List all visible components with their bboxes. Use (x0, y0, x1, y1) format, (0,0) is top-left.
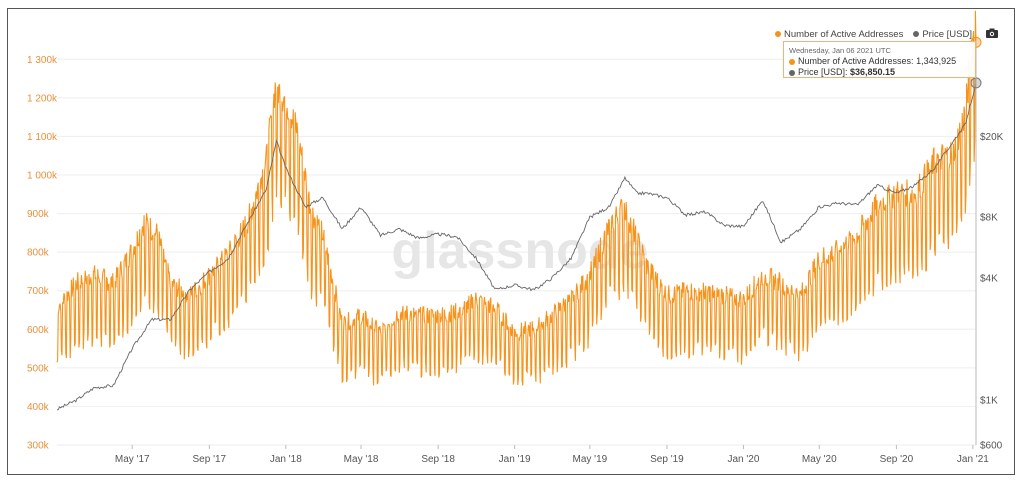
left-axis: 300k 400k 500k 600k 700k 800k 900k 1 000k 1 100k… (27, 55, 58, 452)
left-tick-label: 300k (27, 441, 50, 452)
tooltip-addresses-value: 1,343,925 (916, 56, 957, 66)
grey-dot-icon (913, 31, 920, 38)
tooltip: Wednesday, Jan 06 2021 UTC Number of Act… (783, 41, 976, 78)
right-tick-label: $600 (980, 441, 1003, 452)
camera-icon[interactable] (986, 28, 998, 38)
series-layer (56, 10, 977, 411)
left-tick-label: 1 300k (27, 55, 58, 66)
x-axis: May '17 Sep '17 Jan '18 May '18 Sep '18 Jan '… (115, 445, 989, 465)
x-tick-label: Sep '19 (650, 454, 684, 465)
right-tick-label: $1K (980, 396, 998, 407)
tooltip-date: Wednesday, Jan 06 2021 UTC (789, 46, 891, 55)
right-axis: $600 $1K $4K $8K $20K (980, 132, 1004, 451)
right-tick-label: $4K (980, 274, 998, 285)
legend-item-active-addresses[interactable]: Number of Active Addresses (775, 29, 903, 40)
left-tick-label: 1 200k (27, 93, 58, 104)
legend: Number of Active Addresses Price [USD] (775, 29, 972, 40)
orange-dot-icon (789, 58, 795, 65)
left-tick-label: 1 000k (27, 171, 58, 182)
x-tick-label: May '18 (344, 454, 379, 465)
x-tick-label: Jan '19 (499, 454, 531, 465)
orange-dot-icon (775, 31, 781, 38)
series-line-price (56, 83, 977, 411)
tooltip-price-value: $36,850.15 (850, 67, 896, 77)
chart-frame (7, 8, 1015, 475)
x-tick-label: Sep '20 (880, 454, 914, 465)
tooltip-addresses-label: Number of Active Addresses: (798, 56, 917, 66)
x-tick-label: Sep '18 (421, 454, 455, 465)
hover-marker-price (970, 77, 982, 89)
x-tick-label: Jan '20 (727, 454, 759, 465)
x-tick-label: May '20 (802, 454, 837, 465)
x-tick-label: Jan '18 (270, 454, 302, 465)
x-tick-label: May '17 (115, 454, 150, 465)
x-tick-label: Jan '21 (957, 454, 989, 465)
left-tick-label: 400k (27, 402, 50, 413)
left-tick-label: 800k (27, 248, 50, 259)
legend-label-price: Price [USD] (922, 29, 972, 40)
x-tick-label: May '19 (572, 454, 607, 465)
legend-item-price[interactable]: Price [USD] (913, 29, 972, 40)
right-tick-label: $8K (980, 213, 998, 224)
right-tick-label: $20K (980, 132, 1004, 143)
grid-lines (57, 58, 976, 446)
series-line-active-addresses (56, 10, 977, 386)
tooltip-line-addresses: Number of Active Addresses: 1,343,925 (789, 56, 970, 67)
left-tick-label: 500k (27, 363, 50, 374)
x-tick-label: Sep '17 (193, 454, 227, 465)
tooltip-line-price: Price [USD]: $36,850.15 (789, 67, 970, 78)
left-tick-label: 1 100k (27, 132, 58, 143)
tooltip-price-label: Price [USD]: (798, 67, 851, 77)
left-tick-label: 900k (27, 209, 50, 220)
legend-label-active-addresses: Number of Active Addresses (784, 29, 904, 40)
left-tick-label: 600k (27, 325, 50, 336)
left-tick-label: 700k (27, 286, 50, 297)
grey-dot-icon (789, 69, 795, 76)
